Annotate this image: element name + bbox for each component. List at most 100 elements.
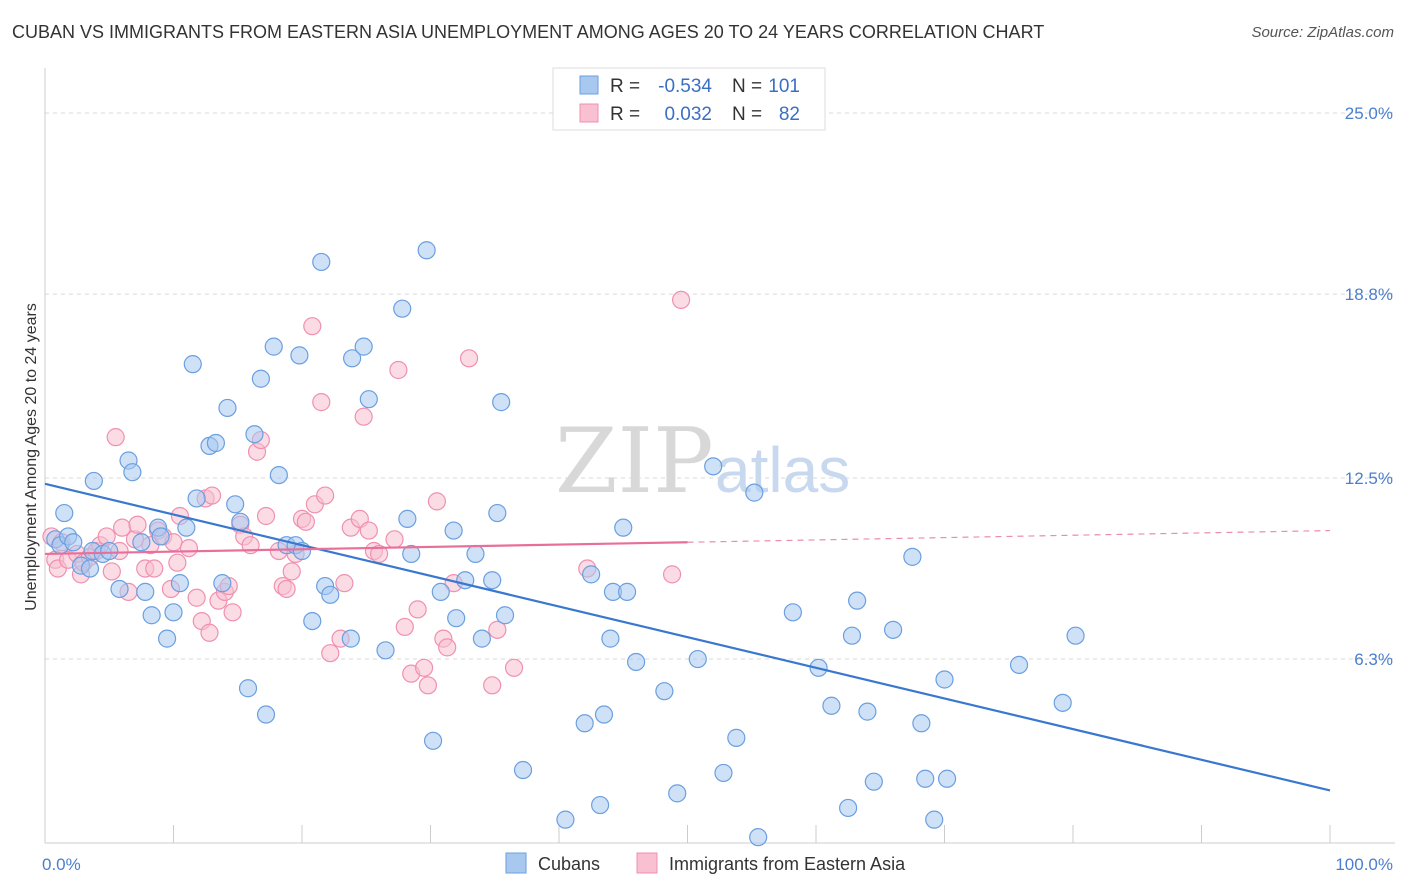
point-cubans-55 xyxy=(431,582,450,601)
point-cubans-71 xyxy=(601,629,620,648)
point-cubans-92 xyxy=(883,620,903,639)
point-eastern-asia-64 xyxy=(385,530,404,549)
point-eastern-asia-75 xyxy=(459,349,479,368)
legend-n-label-eastern-asia: N = xyxy=(732,104,762,125)
point-eastern-asia-81 xyxy=(671,290,691,310)
point-cubans-73 xyxy=(614,518,633,537)
point-cubans-49 xyxy=(376,641,395,660)
legend-r-value-eastern-asia: 0.032 xyxy=(664,104,712,125)
point-cubans-14 xyxy=(132,533,151,552)
point-cubans-80 xyxy=(714,763,733,783)
point-cubans-81 xyxy=(727,728,746,747)
point-eastern-asia-77 xyxy=(488,620,507,639)
point-eastern-asia-71 xyxy=(427,492,447,511)
point-cubans-96 xyxy=(925,810,944,829)
point-cubans-67 xyxy=(575,714,594,733)
point-cubans-75 xyxy=(626,652,646,672)
point-cubans-51 xyxy=(398,509,417,528)
point-cubans-4 xyxy=(64,533,83,552)
point-eastern-asia-29 xyxy=(187,588,206,607)
point-cubans-65 xyxy=(513,760,533,780)
point-cubans-27 xyxy=(213,574,232,593)
legend: R = -0.534 N = 101 R = 0.032 N = 82 xyxy=(552,67,826,131)
point-cubans-89 xyxy=(848,591,867,610)
point-cubans-16 xyxy=(142,606,161,625)
point-cubans-20 xyxy=(164,603,183,622)
point-eastern-asia-76 xyxy=(483,676,502,695)
point-cubans-19 xyxy=(157,629,177,648)
point-eastern-asia-60 xyxy=(354,407,373,426)
point-cubans-93 xyxy=(903,547,922,566)
point-cubans-101 xyxy=(1066,626,1085,645)
point-cubans-59 xyxy=(466,544,485,564)
point-eastern-asia-70 xyxy=(418,676,438,695)
point-cubans-22 xyxy=(177,518,196,537)
point-cubans-64 xyxy=(495,606,515,625)
point-cubans-48 xyxy=(359,390,378,409)
point-cubans-36 xyxy=(269,465,288,485)
point-eastern-asia-53 xyxy=(312,393,331,412)
point-cubans-83 xyxy=(749,828,768,847)
point-eastern-asia-54 xyxy=(316,486,335,505)
x-tick-label-1: 100.0% xyxy=(1335,855,1393,874)
legend-n-label-cubans: N = xyxy=(732,76,762,97)
y-axis-title: Unemployment Among Ages 20 to 24 years xyxy=(23,303,40,611)
point-cubans-28 xyxy=(218,398,237,418)
point-cubans-87 xyxy=(839,798,858,818)
point-cubans-42 xyxy=(312,252,331,272)
point-cubans-32 xyxy=(245,425,264,444)
point-cubans-11 xyxy=(110,579,129,599)
point-eastern-asia-46 xyxy=(277,579,296,599)
point-cubans-31 xyxy=(238,679,258,698)
point-cubans-77 xyxy=(668,784,687,803)
trend-line-eastern-asia xyxy=(44,541,688,556)
point-eastern-asia-63 xyxy=(370,544,389,564)
legend-r-label-eastern-asia: R = xyxy=(610,104,640,125)
point-eastern-asia-28 xyxy=(179,538,199,558)
point-cubans-62 xyxy=(488,503,507,523)
point-cubans-24 xyxy=(187,489,206,508)
point-eastern-asia-61 xyxy=(359,521,378,540)
y-tick-labels: 6.3% 12.5% 18.8% 25.0% xyxy=(1345,104,1393,669)
point-cubans-56 xyxy=(444,521,463,540)
legend-swatch-eastern-asia xyxy=(579,103,599,123)
point-cubans-34 xyxy=(256,705,276,724)
point-eastern-asia-26 xyxy=(168,553,187,572)
point-cubans-10 xyxy=(100,541,119,561)
point-cubans-33 xyxy=(251,369,270,388)
point-eastern-asia-66 xyxy=(395,617,414,637)
point-eastern-asia-50 xyxy=(296,512,315,531)
point-cubans-8 xyxy=(84,471,103,491)
trend-line-cubans xyxy=(44,482,1331,792)
point-eastern-asia-21 xyxy=(145,559,164,578)
point-cubans-99 xyxy=(1009,655,1029,674)
axes xyxy=(44,68,1395,844)
point-cubans-21 xyxy=(170,574,190,593)
legend-swatch-cubans xyxy=(579,75,599,95)
bottom-legend-swatch-cubans xyxy=(505,852,527,874)
point-cubans-97 xyxy=(937,769,957,788)
point-eastern-asia-80 xyxy=(662,565,682,584)
point-cubans-95 xyxy=(916,769,935,788)
watermark-zip: ZIP xyxy=(555,409,714,514)
watermark-atlas: atlas xyxy=(715,434,850,506)
y-tick-label-2: 18.8% xyxy=(1345,285,1393,304)
point-cubans-46 xyxy=(343,349,362,368)
watermark: ZIP atlas xyxy=(555,409,850,514)
point-eastern-asia-68 xyxy=(408,600,427,619)
point-cubans-100 xyxy=(1053,693,1072,712)
bottom-legend: Cubans Immigrants from Eastern Asia xyxy=(505,852,906,874)
point-eastern-asia-47 xyxy=(282,562,301,581)
point-cubans-79 xyxy=(704,457,723,476)
point-cubans-18 xyxy=(151,527,170,546)
point-cubans-61 xyxy=(483,571,502,590)
chart-title: CUBAN VS IMMIGRANTS FROM EASTERN ASIA UN… xyxy=(12,22,1045,42)
point-cubans-91 xyxy=(864,772,883,791)
point-cubans-74 xyxy=(618,582,637,601)
point-eastern-asia-13 xyxy=(106,428,125,447)
point-cubans-98 xyxy=(935,670,954,689)
point-cubans-2 xyxy=(55,503,74,523)
point-cubans-88 xyxy=(842,626,862,645)
point-cubans-41 xyxy=(303,611,322,631)
